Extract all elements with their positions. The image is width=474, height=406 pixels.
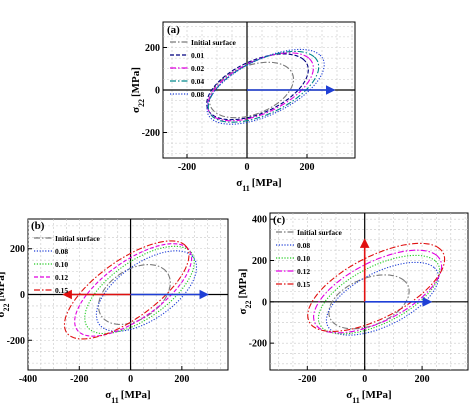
legend: Initial surface 0.08 0.10 0.12 0.15 [34,234,100,295]
series-curve-0-15 [307,242,446,332]
y-tick-label: -200 [7,336,25,347]
x-tick-label: -200 [70,374,88,385]
legend-entry: Initial surface [297,228,342,237]
legend-entry: 0.12 [55,273,68,282]
legend-entry: 0.04 [191,77,204,86]
x-tick-label: -400 [19,374,37,385]
series-curve-0-12 [313,249,443,334]
legend-entry: 0.08 [55,247,68,256]
series-curve-0-12 [74,243,193,337]
x-tick-label: -200 [178,162,196,173]
y-tick-label: -200 [142,128,160,139]
panel-label: (b) [31,220,45,232]
x-axis-label: σ11 [MPa] [346,389,391,405]
x-tick-label: 0 [362,374,367,385]
x-tick-label: 0 [245,162,250,173]
legend-entry: 0.15 [55,286,68,295]
y-axis-label: σ22[MPa] [130,67,146,113]
y-axis-label: σ22[MPa] [0,272,11,318]
legend-entry: 0.08 [297,241,310,250]
y-tick-label: 200 [10,244,25,255]
y-tick-label: 0 [262,297,267,308]
legend-entry: 0.10 [297,254,310,263]
legend-entry: 0.12 [297,267,310,276]
legend: Initial surface 0.08 0.10 0.12 0.15 [276,228,342,289]
series-curve-0-15 [63,240,190,340]
series-curve-0-08 [206,48,325,125]
y-tick-label: 0 [155,86,160,97]
x-axis-label: σ11 [MPa] [236,177,281,193]
y-tick-label: 0 [20,290,25,301]
panel-c: -200 0 200 -200 0 200 400 σ11 [MPa] σ22[MPa] (c) In… [237,212,469,405]
panel-label: (a) [167,24,180,36]
legend-entry: 0.08 [191,90,204,99]
panel-a: -200 0 200 -200 0 200 σ11 [MPa] σ22[MPa] (a) Initi… [130,21,356,193]
legend-entry: 0.01 [191,51,204,60]
y-tick-label: 200 [252,256,267,267]
x-axis-label: σ11 [MPa] [105,389,150,405]
panel-b: -400 -200 0 200 -200 0 200 σ11[MPa] σ22[MPa] (b) I… [0,218,229,405]
x-tick-label: 200 [415,374,430,385]
series-curve-0-04 [207,50,320,123]
y-tick-label: -200 [249,339,267,350]
series-curve-0-08 [325,261,440,336]
legend: Initial surface 0.01 0.02 0.04 0.08 [170,38,236,99]
x-tick-label: -200 [298,374,316,385]
x-tick-label: 0 [128,374,133,385]
series-curve-0-01 [206,53,309,121]
series-curve-initial-surface [328,274,410,330]
x-tick-label: 200 [174,374,189,385]
legend-entry: Initial surface [191,38,236,47]
legend-entry: 0.15 [297,280,310,289]
y-tick-label: 400 [252,215,267,226]
series-curve-0-10 [84,245,195,335]
y-axis-label: σ22[MPa] [237,269,253,315]
legend-entry: 0.10 [55,260,68,269]
panel-label: (c) [273,214,286,226]
legend-entry: 0.02 [191,64,204,73]
series-curve-initial-surface [208,61,295,119]
x-tick-label: 200 [300,162,315,173]
series-curve-0-10 [317,254,441,335]
legend-entry: Initial surface [55,234,100,243]
series-curve-0-08 [95,250,198,332]
y-tick-label: 200 [145,43,160,54]
series-curve-initial-surface [97,264,171,325]
